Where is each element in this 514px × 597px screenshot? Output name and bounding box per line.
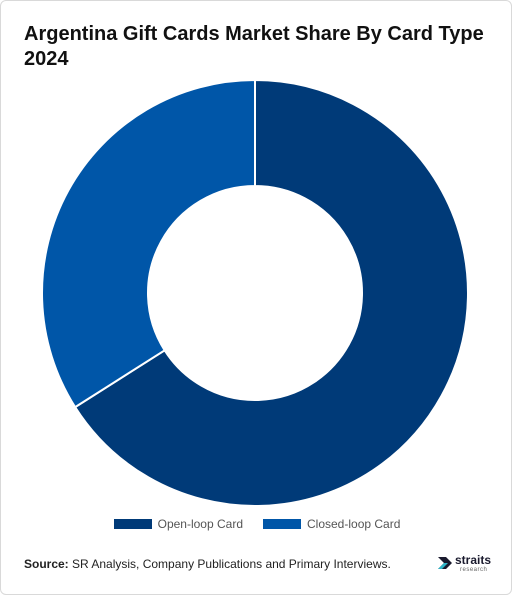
legend-item-open-loop: Open-loop Card: [113, 517, 243, 531]
legend-label-open-loop: Open-loop Card: [157, 517, 243, 531]
slice-open-loop-card: [73, 78, 469, 507]
logo-subtext: research: [460, 567, 488, 573]
straits-logo: straits research: [436, 553, 492, 575]
logo-mark-icon: [438, 557, 452, 569]
logo-text: straits: [455, 553, 492, 567]
legend-label-closed-loop: Closed-loop Card: [307, 517, 401, 531]
legend-swatch-closed-loop: [263, 519, 301, 529]
slice-closed-loop-card: [41, 78, 256, 409]
chart-title: Argentina Gift Cards Market Share By Car…: [24, 23, 484, 70]
legend-swatch-open-loop: [113, 519, 152, 529]
legend-item-closed-loop: Closed-loop Card: [263, 517, 400, 531]
legend: Open-loop Card Closed-loop Card: [0, 517, 514, 531]
source-text: SR Analysis, Company Publications and Pr…: [68, 557, 391, 571]
donut-chart: [41, 78, 469, 507]
source-note: Source: SR Analysis, Company Publication…: [24, 557, 391, 571]
source-label: Source:: [24, 557, 69, 571]
